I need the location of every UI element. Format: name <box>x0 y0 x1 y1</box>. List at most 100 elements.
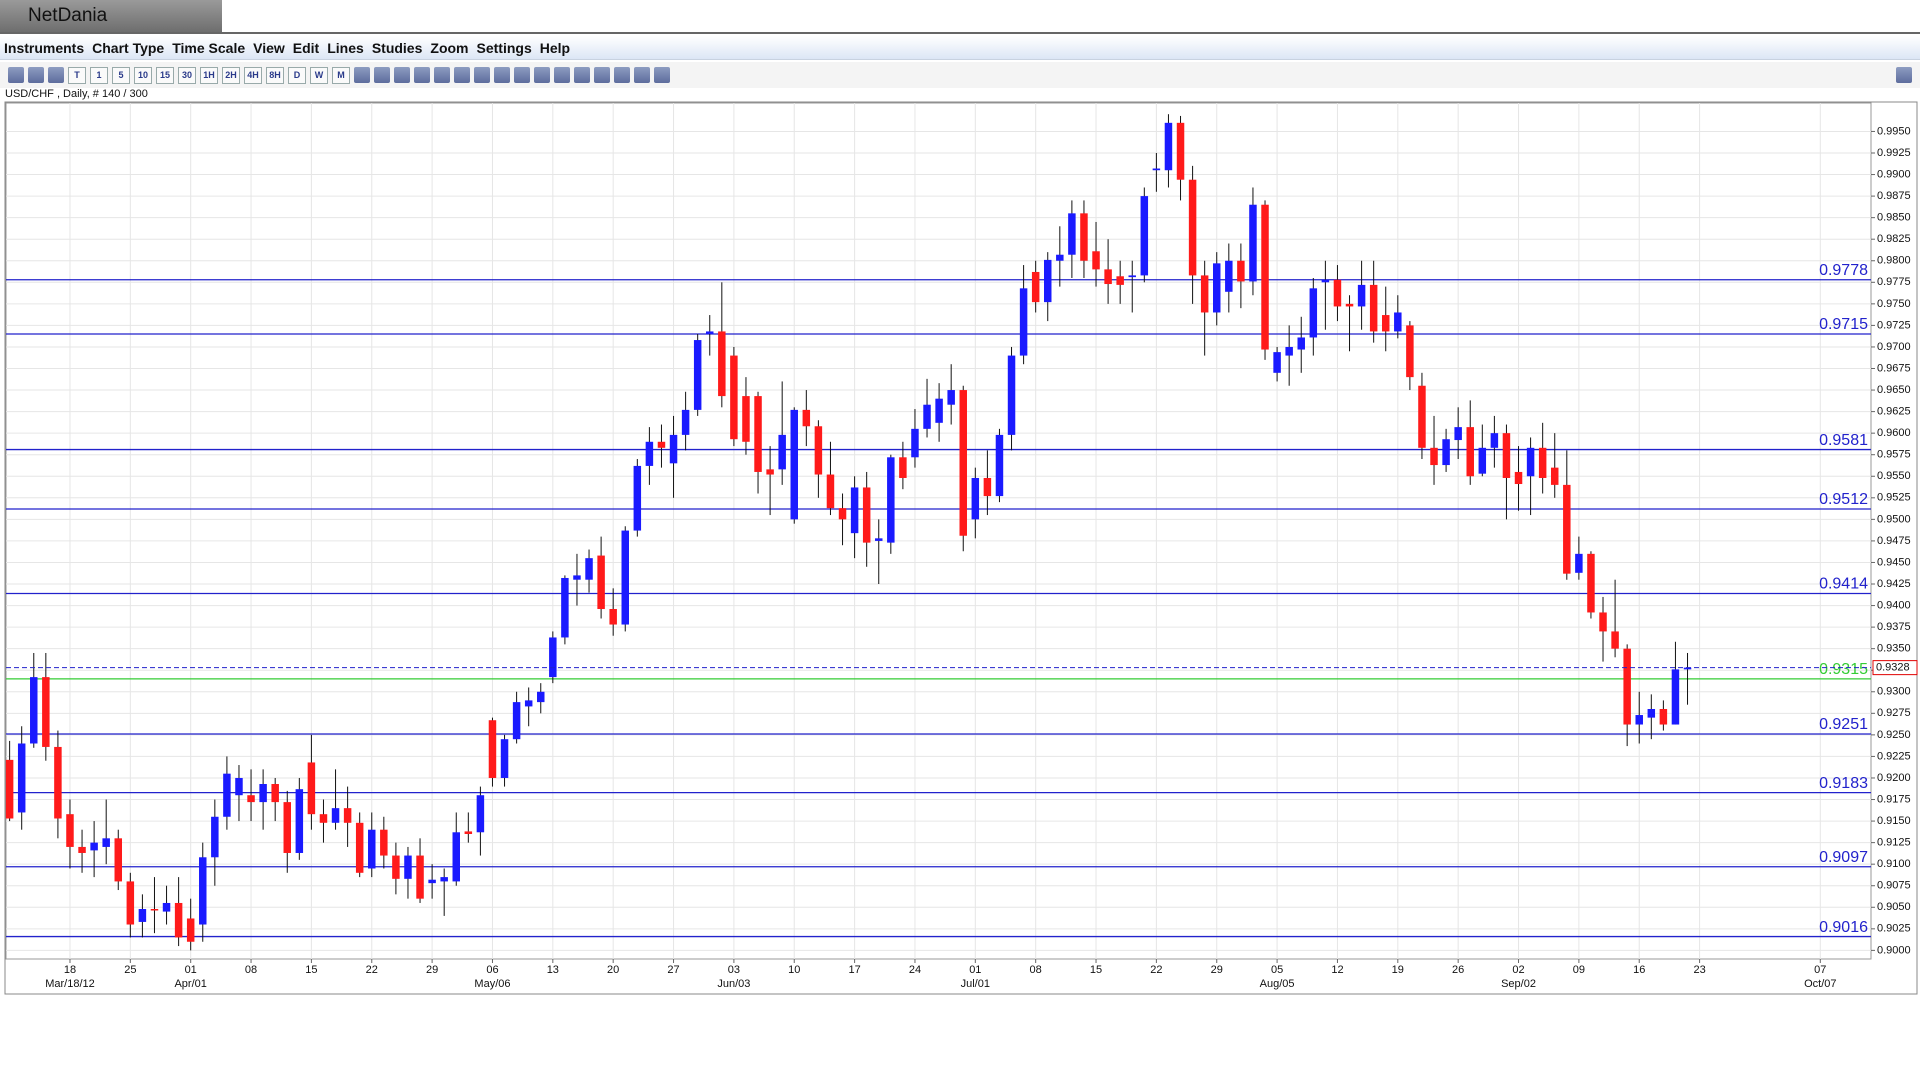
interval-button[interactable]: D <box>288 66 306 84</box>
candle-body <box>754 396 762 472</box>
menu-item[interactable]: Edit <box>292 40 320 56</box>
candle-body <box>633 465 642 531</box>
candle-body <box>368 829 376 869</box>
toolbar-icon[interactable] <box>534 67 550 83</box>
candle-body <box>1587 553 1595 613</box>
toolbar-icon[interactable] <box>474 67 490 83</box>
candle-body <box>899 457 907 478</box>
candle-body <box>1635 715 1643 725</box>
interval-button[interactable]: 5 <box>112 66 130 84</box>
candle-body <box>814 426 823 475</box>
x-tick-label: 10 <box>788 964 800 976</box>
interval-button[interactable]: W <box>310 66 328 84</box>
candle-body <box>1188 179 1197 276</box>
interval-button[interactable]: 4H <box>244 66 262 84</box>
candle-body <box>1321 279 1330 283</box>
level-label: 0.9414 <box>1819 576 1868 593</box>
candle-body <box>1152 168 1161 171</box>
toolbar-icon[interactable] <box>28 67 44 83</box>
candle-body <box>1249 204 1257 282</box>
title-bar: NetDania FinanceChart <box>0 0 1920 58</box>
menu-item[interactable]: Zoom <box>430 40 469 56</box>
candle-body <box>826 474 835 509</box>
toolbar-icon[interactable] <box>1896 67 1912 83</box>
candle-body <box>138 909 147 922</box>
menu-bar: Instruments Chart Type Time Scale View Edit L… <box>0 36 1920 60</box>
toolbar-icon[interactable] <box>374 67 390 83</box>
interval-button[interactable]: T <box>68 66 86 84</box>
toolbar-icon[interactable] <box>614 67 630 83</box>
toolbar-icon[interactable] <box>554 67 570 83</box>
menu-item[interactable]: Time Scale <box>172 40 246 56</box>
interval-button[interactable]: 2H <box>222 66 240 84</box>
x-tick-label: 15 <box>1090 964 1102 976</box>
candle-body <box>1176 122 1185 180</box>
menu-item[interactable]: Instruments <box>4 40 85 56</box>
candle-body <box>838 508 847 520</box>
toolbar-icon[interactable] <box>494 67 510 83</box>
toolbar-icon[interactable] <box>514 67 530 83</box>
interval-button[interactable]: 1 <box>90 66 108 84</box>
candle-body <box>645 441 654 466</box>
menu-item[interactable]: Lines <box>327 40 364 56</box>
month-label: Apr/01 <box>174 978 206 990</box>
last-price-label: 0.9328 <box>1876 662 1910 674</box>
candle-body <box>778 434 786 470</box>
menu-item[interactable]: View <box>253 40 285 56</box>
candle-body <box>766 469 774 475</box>
toolbar-icon[interactable] <box>48 67 64 83</box>
candle-body <box>1200 275 1209 313</box>
interval-button[interactable]: 10 <box>134 66 152 84</box>
menu-item[interactable]: Settings <box>476 40 532 56</box>
candle-body <box>1683 667 1692 670</box>
candle-body <box>211 816 219 858</box>
y-tick-label: 0.9475 <box>1877 535 1911 547</box>
toolbar-icon[interactable] <box>634 67 650 83</box>
candle-body <box>1345 303 1354 307</box>
candle-body <box>307 762 316 815</box>
candle-body <box>428 879 436 884</box>
month-label: Sep/02 <box>1501 978 1536 990</box>
candle-body <box>1394 312 1402 332</box>
interval-button[interactable]: 15 <box>156 66 174 84</box>
toolbar-icon[interactable] <box>594 67 610 83</box>
menu-item[interactable]: Chart Type <box>92 40 165 56</box>
menu-item[interactable]: Studies <box>371 40 423 56</box>
x-tick-label: 08 <box>245 964 257 976</box>
y-tick-label: 0.9150 <box>1877 815 1911 827</box>
y-tick-label: 0.9925 <box>1877 147 1911 159</box>
interval-button[interactable]: 30 <box>178 66 196 84</box>
x-tick-label: 26 <box>1452 964 1464 976</box>
y-tick-label: 0.9825 <box>1877 233 1911 245</box>
level-label: 0.9251 <box>1819 716 1868 733</box>
menu-item[interactable]: Help <box>539 40 571 56</box>
toolbar-icon[interactable] <box>354 67 370 83</box>
toolbar-icon[interactable] <box>8 67 24 83</box>
candle-body <box>331 808 340 823</box>
toolbar-icon[interactable] <box>434 67 450 83</box>
candle-body <box>500 739 509 778</box>
toolbar-icon[interactable] <box>654 67 670 83</box>
interval-button[interactable]: 8H <box>266 66 284 84</box>
candle-body <box>1164 122 1173 171</box>
x-tick-label: 18 <box>64 964 76 976</box>
toolbar-icon[interactable] <box>454 67 470 83</box>
toolbar-icon[interactable] <box>394 67 410 83</box>
interval-button[interactable]: M <box>332 66 350 84</box>
x-tick-label: 27 <box>667 964 679 976</box>
candle-body <box>524 700 533 707</box>
candle-body <box>742 396 750 442</box>
y-tick-label: 0.9600 <box>1877 427 1911 439</box>
candle-body <box>5 759 14 819</box>
candle-body <box>1044 259 1052 303</box>
candle-body <box>1019 288 1028 356</box>
toolbar-icon[interactable] <box>574 67 590 83</box>
month-label: Aug/05 <box>1260 978 1295 990</box>
candle-body <box>102 838 110 847</box>
candle-body <box>1526 447 1535 477</box>
x-tick-label: 25 <box>124 964 136 976</box>
candle-body <box>850 487 859 534</box>
toolbar-icon[interactable] <box>414 67 430 83</box>
interval-button[interactable]: 1H <box>200 66 218 84</box>
candle-body <box>150 909 159 911</box>
